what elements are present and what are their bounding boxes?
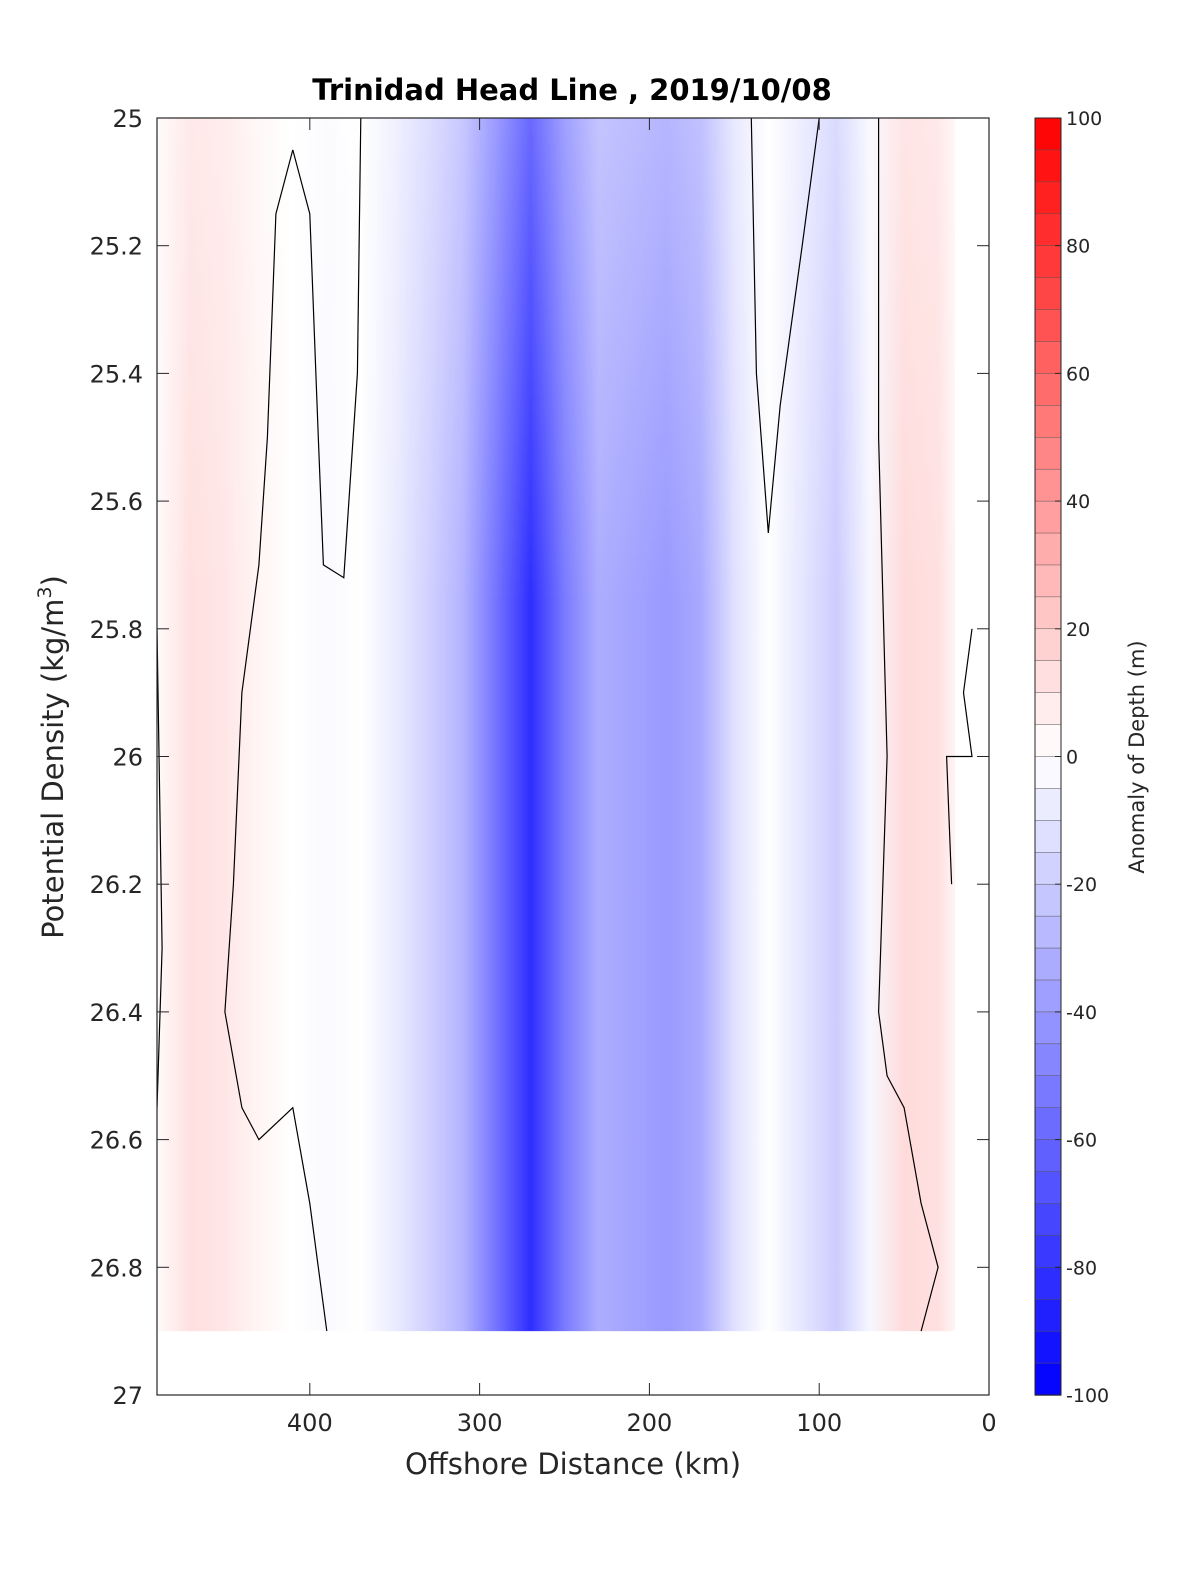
colorbar-segment xyxy=(1034,1171,1062,1205)
zero-contour-coastal-boundary xyxy=(877,118,939,1332)
colorbar-segment xyxy=(1034,1107,1062,1141)
y-axis-title-tail: ) xyxy=(36,575,70,586)
y-tick-label: 26 xyxy=(112,744,143,772)
colorbar-segment xyxy=(1034,724,1062,758)
colorbar-segment xyxy=(1034,1330,1062,1364)
colorbar-segment xyxy=(1034,820,1062,854)
y-tick-label: 25.2 xyxy=(90,233,143,261)
colorbar-segment xyxy=(1034,564,1062,598)
x-tick-label: 400 xyxy=(287,1409,333,1437)
y-tick-label: 26.4 xyxy=(90,999,143,1027)
x-axis: 400 300 200 100 0 xyxy=(287,118,997,1437)
colorbar-tick-label: 0 xyxy=(1066,747,1078,769)
colorbar-segment xyxy=(1034,500,1062,534)
y-axis-title: Potential Density (kg/m3) xyxy=(34,575,70,939)
colorbar-segment xyxy=(1034,1011,1062,1045)
colorbar-segment xyxy=(1034,149,1062,183)
colorbar-segment xyxy=(1034,692,1062,726)
colorbar-tick-label: 80 xyxy=(1066,236,1090,258)
colorbar-tick-label: 20 xyxy=(1066,619,1090,641)
zero-contour-western-lobe xyxy=(224,149,328,1332)
y-tick-label: 26.2 xyxy=(90,871,143,899)
colorbar-segment xyxy=(1034,213,1062,247)
colorbar-segment xyxy=(1034,437,1062,470)
zero-contour-eastern-lobe xyxy=(750,118,820,534)
anomaly-field-shade xyxy=(157,118,956,1332)
y-tick-label: 26.6 xyxy=(90,1127,143,1155)
colorbar: 100 80 60 40 20 0 -20 -40 -60 -80 -100 xyxy=(1034,108,1109,1407)
colorbar-title: Anomaly of Depth (m) xyxy=(1125,640,1149,873)
colorbar-segment xyxy=(1034,1362,1062,1396)
colorbar-segment xyxy=(1034,756,1062,790)
x-tick-label: 300 xyxy=(457,1409,503,1437)
y-tick-label: 27 xyxy=(112,1382,143,1410)
x-tick-label: 100 xyxy=(796,1409,842,1437)
colorbar-tick-label: -80 xyxy=(1066,1257,1097,1279)
colorbar-tick-label: 100 xyxy=(1066,108,1102,130)
y-tick-label: 25.4 xyxy=(90,360,143,388)
colorbar-segment xyxy=(1034,245,1062,279)
colorbar-segment xyxy=(1034,117,1062,151)
colorbar-segment xyxy=(1034,852,1062,885)
zero-contour-western-lobe-east xyxy=(292,118,362,579)
zero-contour-nearshore xyxy=(945,628,973,885)
colorbar-segment xyxy=(1034,1203,1062,1237)
colorbar-tick-label: -60 xyxy=(1066,1130,1097,1152)
colorbar-segment xyxy=(1034,883,1062,917)
x-tick-label: 0 xyxy=(981,1409,996,1437)
chart-title: Trinidad Head Line , 2019/10/08 xyxy=(312,73,832,107)
colorbar-segment xyxy=(1034,1267,1062,1300)
anomaly-field xyxy=(157,118,956,1332)
colorbar-tick-label: 40 xyxy=(1066,491,1090,513)
y-tick-label: 25 xyxy=(112,105,143,133)
colorbar-segment xyxy=(1034,596,1062,630)
colorbar-segment xyxy=(1034,341,1062,375)
plot-area xyxy=(156,117,990,1396)
colorbar-segment xyxy=(1034,405,1062,439)
x-axis-title: Offshore Distance (km) xyxy=(405,1447,741,1481)
y-tick-label: 25.6 xyxy=(90,488,143,516)
colorbar-segment xyxy=(1034,1298,1062,1332)
colorbar-segment xyxy=(1034,532,1062,566)
colorbar-tick-label: -20 xyxy=(1066,874,1097,896)
colorbar-segment xyxy=(1034,788,1062,822)
colorbar-segment xyxy=(1034,979,1062,1013)
colorbar-segment xyxy=(1034,1075,1062,1109)
colorbar-segment xyxy=(1034,660,1062,694)
colorbar-segment xyxy=(1034,1139,1062,1173)
colorbar-segment xyxy=(1034,628,1062,662)
zero-contours xyxy=(157,118,973,1332)
zero-contour-western-edge xyxy=(157,628,163,1108)
y-axis-title-main: Potential Density (kg/m xyxy=(36,599,70,939)
y-axis: 25 25.2 25.4 25.6 25.8 26 26.2 26.4 26.6 26.8 27 xyxy=(90,105,989,1410)
colorbar-tick-label: -100 xyxy=(1066,1385,1109,1407)
colorbar-segment xyxy=(1034,947,1062,981)
colorbar-segment xyxy=(1034,277,1062,311)
colorbar-segment xyxy=(1034,309,1062,343)
colorbar-segment xyxy=(1034,1235,1062,1269)
colorbar-tick-label: -40 xyxy=(1066,1002,1097,1024)
colorbar-segment xyxy=(1034,1043,1062,1077)
x-tick-label: 200 xyxy=(627,1409,673,1437)
colorbar-segment xyxy=(1034,373,1062,407)
colorbar-segment xyxy=(1034,468,1062,502)
colorbar-segment xyxy=(1034,915,1062,949)
y-tick-label: 25.8 xyxy=(90,616,143,644)
colorbar-tick-label: 60 xyxy=(1066,363,1090,385)
y-axis-title-superscript: 3 xyxy=(34,586,56,598)
y-tick-label: 26.8 xyxy=(90,1254,143,1282)
colorbar-segment xyxy=(1034,181,1062,215)
